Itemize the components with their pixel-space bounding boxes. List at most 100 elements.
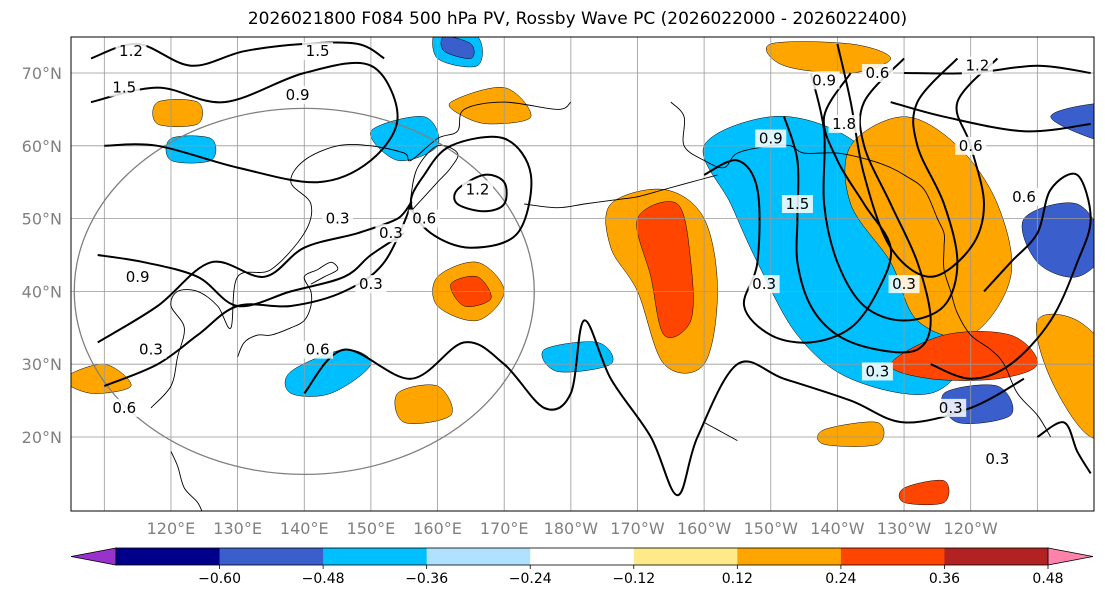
- anom-red-west: [636, 201, 694, 338]
- lon-tick-label: 140°E: [280, 519, 329, 538]
- contour-label-bg: [355, 275, 387, 294]
- coast-aleutians: [524, 174, 718, 209]
- colorbar-tick-label: 0.12: [722, 571, 753, 587]
- colorbar-bin: [219, 548, 324, 565]
- coast-alaska: [670, 101, 1052, 438]
- contour-label: 0.3: [139, 341, 163, 359]
- latitude-tick-labels: 70°N 60°N 50°N 40°N 30°N 20°N: [22, 64, 62, 447]
- lon-tick-label: 140°W: [810, 519, 865, 538]
- contour-label-bg: [108, 78, 140, 97]
- anom-royal-top: [1050, 103, 1094, 140]
- colorbar-tick-label: −0.24: [509, 571, 552, 587]
- lat-tick-label: 30°N: [22, 355, 62, 374]
- colorbar-bin: [426, 548, 531, 565]
- lat-tick-label: 20°N: [22, 428, 62, 447]
- anom-orange-scs: [71, 363, 132, 394]
- lon-tick-label: 180°W: [544, 519, 599, 538]
- contour-label-bg: [1008, 187, 1040, 206]
- pv-contour-0p9-asia: [97, 232, 405, 308]
- lon-tick-label: 150°E: [347, 519, 396, 538]
- contour-label: 0.6: [412, 210, 436, 228]
- contour-label: 0.3: [985, 450, 1009, 468]
- pv-contour-trough-4: [836, 43, 999, 278]
- lat-tick-label: 60°N: [22, 137, 62, 156]
- contour-label-bg: [955, 136, 987, 155]
- lon-tick-label: 170°E: [480, 519, 529, 538]
- colorbar-tick-label: −0.48: [302, 571, 345, 587]
- colorbar-tick-label: −0.60: [198, 571, 241, 587]
- range-ring-circle: [73, 107, 535, 476]
- pv-contour-east-2: [904, 64, 1091, 75]
- anom-orange-east: [1036, 313, 1094, 439]
- contour-label: 0.6: [1012, 188, 1036, 206]
- pv-contour-east-4: [1036, 421, 1092, 474]
- contour-label-bg: [828, 114, 860, 133]
- contour-label: 0.9: [759, 130, 783, 148]
- contour-label: 1.5: [112, 79, 136, 97]
- anom-red-low: [898, 479, 950, 506]
- lat-tick-label: 70°N: [22, 64, 62, 83]
- colorbar-tick-label: 0.48: [1032, 571, 1063, 587]
- contour-label-bg: [755, 129, 787, 148]
- anom-royal-east: [1021, 202, 1094, 278]
- contour-label: 0.3: [865, 362, 889, 380]
- colorbar-bin: [840, 548, 945, 565]
- colorbar: [70, 547, 1094, 566]
- contour-label: 0.3: [892, 275, 916, 293]
- contour-label: 1.5: [306, 42, 330, 60]
- contour-label-bg: [748, 275, 780, 294]
- lat-tick-label: 40°N: [22, 282, 62, 301]
- lat-lon-gridlines: [71, 37, 1094, 511]
- colorbar-bin: [737, 548, 842, 565]
- contour-label: 1.2: [119, 42, 143, 60]
- contour-label: 0.6: [112, 399, 136, 417]
- colorbar-tick-labels: −0.60 −0.48 −0.36 −0.24 −0.12 0.12 0.24 0.36 0.4…: [198, 565, 1064, 587]
- colorbar-bin: [944, 548, 1049, 565]
- anom-orange-ea: [152, 99, 203, 127]
- contour-label-bg: [115, 42, 147, 61]
- pv-contour-trough-1: [703, 72, 893, 344]
- colorbar-extend-high: [1047, 547, 1094, 566]
- pv-contour-east-1: [890, 101, 1091, 133]
- colorbar-bin: [323, 548, 428, 565]
- contour-label-bg: [861, 64, 893, 82]
- map-title: 2026021800 F084 500 hPa PV, Rossby Wave …: [247, 9, 908, 29]
- coast-hawaii: [703, 422, 738, 441]
- colorbar-bin: [116, 548, 221, 565]
- lon-tick-label: 160°W: [677, 519, 732, 538]
- contour-label: 0.6: [865, 64, 889, 82]
- contour-label-layer: 1.5 0.9 1.5 1.2 1.2 0.3 0.3 0.3 0.6 0.9 0.3 0.6 0.6 0…: [108, 42, 1040, 468]
- lon-tick-label: 130°W: [877, 519, 932, 538]
- contour-label: 0.3: [939, 399, 963, 417]
- lon-tick-label: 150°W: [744, 519, 799, 538]
- pv-contour-layer: [90, 41, 1092, 497]
- pv-contour-trough-2: [783, 57, 932, 354]
- contour-label-bg: [981, 449, 1013, 468]
- colorbar-bin: [633, 548, 738, 565]
- colorbar-tick-label: −0.36: [405, 571, 448, 587]
- contour-label-bg: [108, 398, 140, 417]
- colorbar-extend-low: [70, 547, 117, 566]
- pv-contour-0p3-pacific: [303, 319, 1025, 497]
- contour-label: 1.5: [786, 195, 810, 213]
- colorbar-outline: [115, 547, 1049, 566]
- contour-label: 0.9: [286, 86, 310, 104]
- coast-japan: [237, 261, 339, 358]
- anom-orange-mid: [394, 384, 453, 424]
- pv-contour-0p3-asia: [97, 201, 413, 387]
- lon-tick-label: 120°W: [944, 519, 999, 538]
- contour-label: 1.2: [965, 57, 989, 75]
- contour-label-bg: [302, 340, 334, 359]
- contour-label-bg: [462, 180, 494, 199]
- contour-label: 1.8: [832, 115, 856, 133]
- contour-label-bg: [961, 56, 993, 75]
- map-frame: [70, 36, 1095, 512]
- anom-royal-bering: [440, 37, 475, 59]
- contour-label: 0.3: [359, 275, 383, 293]
- contour-label: 0.9: [126, 268, 150, 286]
- pv-contour-east-3: [930, 172, 1092, 380]
- lon-tick-label: 130°E: [213, 519, 262, 538]
- colorbar-tick-label: 0.24: [825, 571, 856, 587]
- coast-philippines: [170, 451, 203, 511]
